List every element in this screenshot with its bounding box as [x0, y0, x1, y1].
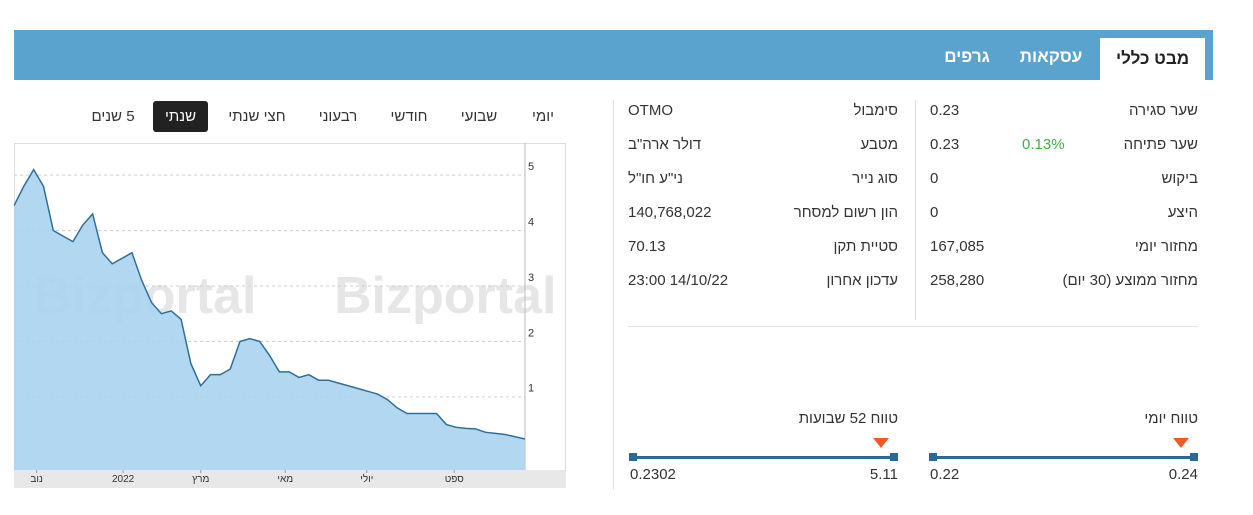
range-high: 5.11 [869, 466, 898, 483]
range-marker [873, 438, 889, 448]
y-tick-label: 1 [528, 383, 534, 395]
period-button[interactable]: חודשי [390, 108, 428, 125]
info-label: שער סגירה [1128, 102, 1198, 119]
y-tick-label: 3 [528, 272, 534, 284]
x-tick-label: 2022 [112, 474, 135, 485]
range-label: טווח יומי [1144, 410, 1198, 427]
area [14, 169, 525, 470]
info-label: מטבע [860, 136, 899, 153]
x-tick-label: ספט [445, 474, 465, 485]
info-value: דולר ארה"ב [628, 136, 702, 153]
range-bar [932, 456, 1195, 459]
divider [613, 100, 614, 490]
range-end [890, 453, 898, 461]
range-bar [632, 456, 895, 459]
info-value: 140,768,022 [628, 204, 712, 221]
period-button[interactable]: 5 שנים [91, 108, 135, 125]
y-tick-label: 2 [528, 327, 534, 339]
x-tick-label: יולי [360, 473, 373, 485]
info-value: 70.13 [628, 238, 666, 255]
info-label: שער פתיחה [1123, 136, 1198, 153]
info-label: ביקוש [1161, 170, 1198, 187]
info-value: 258,280 [930, 272, 985, 289]
info-label: סוג נייר [852, 170, 898, 187]
price-chart: BizportalBizportal12345נוב2022מרץמאייולי… [14, 143, 566, 488]
period-button[interactable]: חצי שנתי [228, 108, 286, 125]
x-tick-label: מאי [277, 474, 293, 485]
range-high: 0.24 [1168, 466, 1198, 483]
info-value: 0 [930, 204, 939, 221]
range-end [929, 453, 937, 461]
range-end [1190, 453, 1198, 461]
info-label: סימבול [853, 102, 898, 119]
range-low: 0.2302 [630, 466, 676, 483]
info-label: סטיית תקן [833, 238, 898, 255]
watermark: Bizportal [334, 267, 556, 325]
info-label: מחזור יומי [1134, 238, 1198, 255]
info-value: ני"ע חו"ל [628, 170, 683, 187]
tab[interactable]: עסקאות [1019, 47, 1083, 66]
range-low: 0.22 [930, 466, 960, 483]
y-tick-label: 5 [528, 161, 534, 173]
info-label: מחזור ממוצע (30 יום) [1062, 272, 1198, 289]
divider [628, 326, 1198, 327]
x-axis-band [14, 470, 566, 488]
x-tick-label: מרץ [192, 474, 209, 485]
tab-bar [14, 30, 1213, 80]
divider [915, 100, 916, 320]
info-value: 167,085 [930, 238, 985, 255]
range-end [629, 453, 637, 461]
info-label: עדכון אחרון [826, 272, 898, 289]
info-label: היצע [1167, 204, 1198, 221]
range-label: טווח 52 שבועות [798, 410, 898, 427]
tab[interactable]: מבט כללי [1100, 38, 1205, 80]
range-marker [1173, 438, 1189, 448]
change: 0.13% [1022, 136, 1065, 153]
y-tick-label: 4 [528, 216, 534, 228]
period-button[interactable]: רבעוני [318, 108, 358, 125]
x-tick-label: נוב [30, 474, 43, 485]
period-button[interactable]: שנתי [153, 101, 208, 132]
line [14, 168, 526, 440]
info-value: 0 [930, 170, 939, 187]
info-value: OTMO [628, 102, 673, 119]
period-button[interactable]: יומי [532, 108, 554, 125]
info-label: הון רשום למסחר [793, 204, 898, 221]
tab[interactable]: גרפים [944, 47, 990, 66]
info-value: 0.23 [930, 102, 960, 119]
period-button[interactable]: שבועי [460, 108, 498, 125]
info-value: 23:00 14/10/22 [628, 272, 729, 289]
info-value: 0.23 [930, 136, 960, 153]
